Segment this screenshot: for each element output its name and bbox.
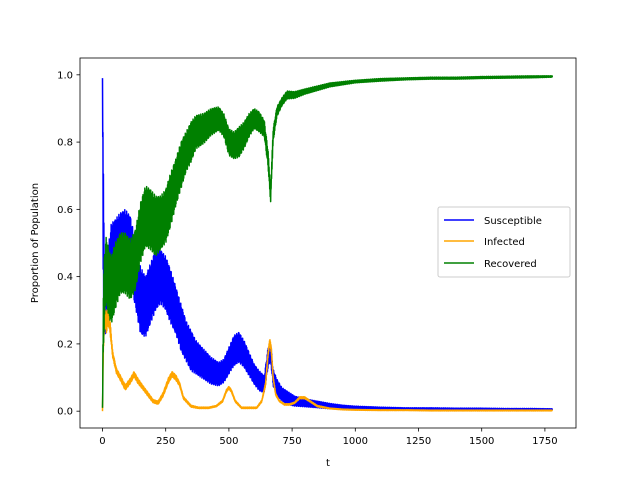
legend-label-susceptible: Susceptible xyxy=(484,216,542,227)
y-axis: 0.0 0.2 0.4 0.6 0.8 1.0 xyxy=(57,70,80,418)
x-axis-label: t xyxy=(326,458,330,469)
plot-area xyxy=(101,75,554,412)
legend-box xyxy=(437,206,571,278)
x-tick-label: 250 xyxy=(156,436,175,447)
legend-label-recovered: Recovered xyxy=(484,259,537,270)
x-tick-label: 1250 xyxy=(406,436,431,447)
axes-frame xyxy=(79,57,577,429)
legend: Susceptible Infected Recovered xyxy=(437,206,571,278)
legend-entry-susceptible: Susceptible xyxy=(444,216,542,227)
y-tick-label: 0.0 xyxy=(57,407,73,418)
series-line-infected xyxy=(101,305,553,412)
x-tick-label: 0 xyxy=(99,436,105,447)
legend-entry-infected: Infected xyxy=(444,237,525,248)
legend-label-infected: Infected xyxy=(484,237,525,248)
series-line-susceptible xyxy=(101,78,554,412)
x-tick-label: 1750 xyxy=(532,436,557,447)
y-tick-label: 0.2 xyxy=(57,339,73,350)
x-tick-label: 1500 xyxy=(469,436,494,447)
y-tick-label: 1.0 xyxy=(57,70,73,81)
x-tick-label: 750 xyxy=(283,436,302,447)
x-axis: 0 250 500 750 1000 1250 1500 1750 xyxy=(99,428,558,447)
x-tick-label: 1000 xyxy=(343,436,368,447)
y-tick-label: 0.6 xyxy=(57,205,73,216)
y-tick-label: 0.8 xyxy=(57,138,73,149)
y-tick-label: 0.4 xyxy=(57,272,73,283)
legend-entry-recovered: Recovered xyxy=(444,259,537,270)
x-tick-label: 500 xyxy=(219,436,238,447)
y-axis-label: Proportion of Population xyxy=(30,183,41,303)
series-line-recovered xyxy=(101,75,554,408)
